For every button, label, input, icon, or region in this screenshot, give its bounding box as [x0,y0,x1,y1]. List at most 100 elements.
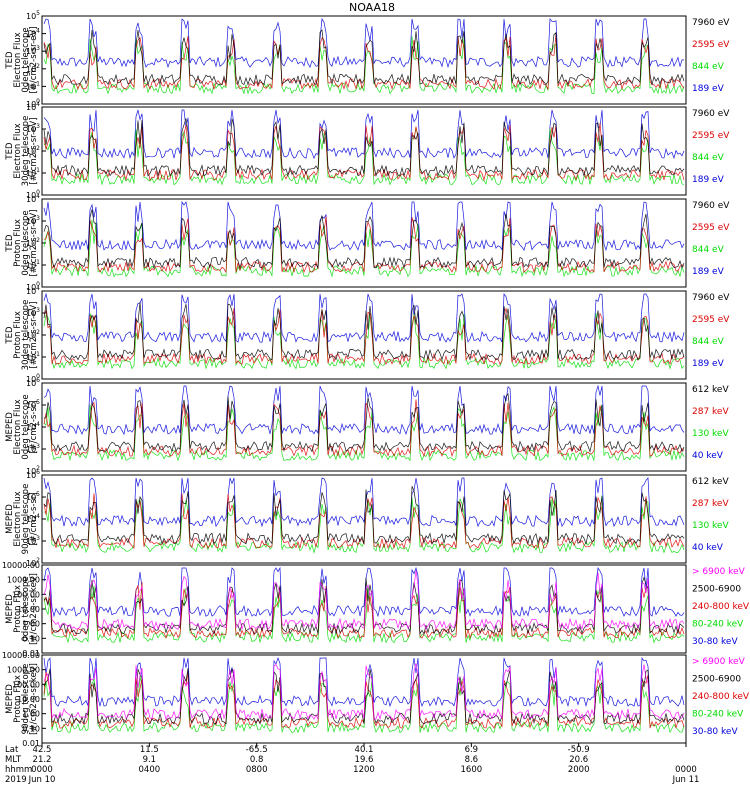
series-trace-189-ev [43,17,685,69]
y-tick-label: 1.00 [22,710,40,719]
y-tick-label: 0.10 [22,634,40,643]
y-axis-title-line: Proton Flux [13,219,23,267]
panel-frame [41,15,687,105]
series-trace-189-ev [43,292,685,343]
y-axis-title-line: [#/cm2-s-sr-keV] [29,663,39,735]
legend-entry: 80-240 keV [692,710,744,720]
legend-entry: 40 keV [692,451,724,461]
x-tick-label: 11.5 [140,745,159,755]
x-tick-label: 21.2 [33,755,52,765]
legend-entry: 2595 eV [692,131,730,141]
series-trace-844-ev [43,127,685,186]
legend-entry: 80-240 keV [692,620,744,630]
y-axis-title-line: 0deg telescope [21,27,31,92]
y-tick-label: 1000.00 [7,666,40,675]
y-tick-label: 101 [26,351,40,362]
y-tick-label: 103 [26,535,40,546]
y-axis-title-line: 90deg telescope [21,664,31,735]
y-tick-label: 105 [26,491,40,502]
y-tick-label: 1.00 [22,620,40,629]
y-tick-label: 1000.00 [7,576,40,585]
y-tick-label: 10000.00 [2,561,40,570]
y-axis-title-line: MEPED [5,684,15,714]
legend-entry: 844 eV [692,337,725,347]
legend-entry: 2500-6900 [692,675,741,685]
x-tick-label: 2000 [568,765,590,775]
legend-entry: 287 keV [692,499,729,509]
y-tick-label: 103 [26,215,40,226]
x-row-label: Lat [5,745,19,755]
y-tick-label: 102 [26,557,40,568]
series-trace-30-80-kev [43,566,685,618]
series-trace-844-ev [43,219,685,278]
y-tick-label: 105 [26,399,40,410]
x-row-label: 2019 [5,775,27,785]
legend-entry: 40 keV [692,543,724,553]
legend-entry: > 6900 keV [692,657,746,667]
series-trace-240-800-kev [43,581,685,640]
y-tick-label: 100.00 [12,590,40,599]
legend-entry: 189 eV [692,84,725,94]
legend-entry: 30-80 keV [692,727,738,737]
x-tick-label: 19.6 [355,755,374,765]
y-axis-title-line: [#/cm2-s-sr-eV] [29,301,39,368]
y-tick-label: 101 [26,259,40,270]
legend-entry: 7960 eV [692,109,730,119]
y-axis-title-line: Electron Flux [13,123,23,178]
y-axis-title-line: MEPED [5,594,15,624]
y-axis-title-line: TED [5,142,15,161]
x-tick-label: Jun 11 [672,775,700,785]
y-tick-label: 101 [26,80,40,91]
x-tick-label: 9.1 [143,755,157,765]
y-axis-title-line: TED [5,234,15,253]
legend-entry: 612 keV [692,477,729,487]
series-trace-7960-ev [43,29,685,87]
x-tick-label: 0000 [31,765,53,775]
y-tick-label: 0.10 [22,724,40,733]
legend-entry: 7960 eV [692,293,730,303]
y-tick-label: 102 [26,145,40,156]
series-trace-189-ev [43,109,685,160]
y-tick-label: 100 [26,189,40,200]
legend-entry: 844 eV [692,245,725,255]
panel-meped-proton-0deg: 0.01 0.10 1.00 10.00 100.00 1000.00 10000.00 ME… [2,561,750,658]
series-trace-80-240-kev [43,676,685,734]
series-trace-287-kev [43,399,685,458]
y-tick-label: 102 [26,63,40,74]
x-tick-label: 20.6 [569,755,588,765]
legend-entry: 240-800 keV [692,602,750,612]
x-tick-label: 0000 [675,765,697,775]
legend-entry: 189 eV [692,175,725,185]
legend-entry: 612 keV [692,385,729,395]
legend-entry: 7960 eV [692,201,730,211]
x-tick-label: 0.8 [250,755,264,765]
panel-frame [41,564,687,654]
series-trace-844-ev [43,312,685,370]
series-trace-612-kev [43,393,685,453]
series-trace-2500-6900 [43,668,685,725]
y-tick-label: 102 [26,329,40,340]
x-tick-label: 42.5 [33,745,52,755]
y-tick-label: 102 [26,237,40,248]
y-axis-title-line: 0deg telescope [21,394,31,459]
y-axis-title-line: 30deg telescope [21,116,31,187]
y-axis-title-line: [#/cm2-s-sr-eV] [29,117,39,184]
y-tick-label: 104 [26,193,40,204]
x-tick-label: -65.5 [246,745,268,755]
y-tick-label: 103 [26,443,40,454]
y-tick-label: 104 [26,101,40,112]
y-axis-title-line: Electron Flux [13,32,23,87]
legend-entry: 130 keV [692,429,729,439]
y-axis-title-line: TED [5,51,15,70]
x-tick-label: 0400 [139,765,161,775]
series-trace-189-ev [43,200,685,252]
x-tick-label: 8.6 [465,755,479,765]
legend-entry: 2595 eV [692,315,730,325]
legend-entry: 240-800 keV [692,692,750,702]
legend-entry: > 6900 keV [692,567,746,577]
